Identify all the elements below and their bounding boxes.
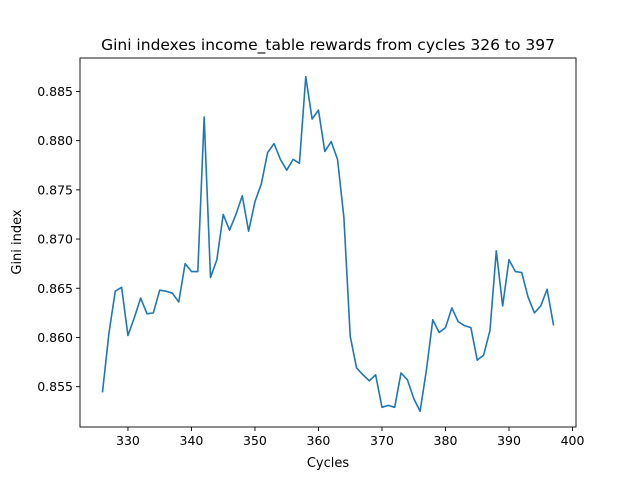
y-tick-label: 0.870 xyxy=(37,232,73,247)
x-tick-label: 370 xyxy=(370,433,394,448)
series-line xyxy=(101,75,555,413)
x-tick-label: 340 xyxy=(180,433,204,448)
x-tick-label: 390 xyxy=(497,433,521,448)
x-tick-label: 360 xyxy=(307,433,331,448)
x-tick-label: 330 xyxy=(116,433,140,448)
y-tick-label: 0.855 xyxy=(37,379,73,394)
y-tick-label: 0.880 xyxy=(37,133,73,148)
x-axis-label: Cycles xyxy=(307,456,350,471)
y-tick-label: 0.860 xyxy=(37,330,73,345)
x-tick-label: 400 xyxy=(561,433,585,448)
y-tick-label: 0.885 xyxy=(37,84,73,99)
chart-title: Gini indexes income_table rewards from c… xyxy=(101,36,555,55)
x-axis-ticks: 330 340 350 360 370 380 390 400 xyxy=(116,427,584,448)
y-axis-ticks: 0.855 0.860 0.865 0.870 0.875 0.880 0.885 xyxy=(37,84,80,394)
y-tick-label: 0.875 xyxy=(37,182,73,197)
plot-frame xyxy=(79,57,577,428)
y-tick-label: 0.865 xyxy=(37,281,73,296)
plot-area xyxy=(79,57,577,428)
x-tick-label: 350 xyxy=(243,433,267,448)
y-axis-label: Gini index xyxy=(10,209,25,275)
x-tick-label: 380 xyxy=(434,433,458,448)
